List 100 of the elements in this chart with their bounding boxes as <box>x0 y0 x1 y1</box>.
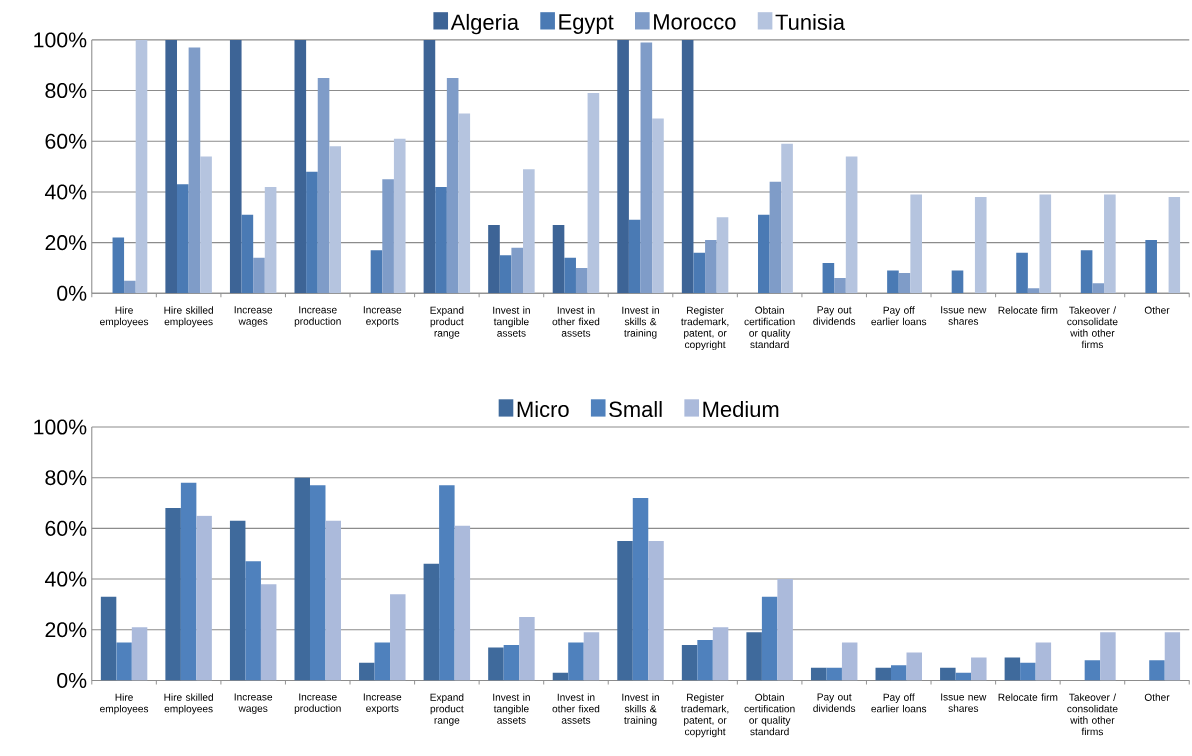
bar <box>716 217 729 294</box>
bar <box>1084 660 1101 681</box>
legend-label: Algeria <box>450 13 519 35</box>
legend-label: Micro <box>517 400 569 417</box>
bar <box>294 39 307 294</box>
bar <box>382 179 394 294</box>
bar <box>617 540 633 681</box>
y-tick-label: 100% <box>34 419 87 435</box>
bar <box>503 644 520 681</box>
x-tick-label: Pay out dividends <box>813 693 856 712</box>
x-tick-label: Increase exports <box>363 306 402 327</box>
bar <box>587 93 600 294</box>
x-tick-label: Increase wages <box>234 306 273 327</box>
y-tick-label: 60% <box>45 133 87 149</box>
bar <box>693 252 706 294</box>
bar <box>761 596 778 681</box>
x-tick-label: Relocate firm <box>998 693 1058 701</box>
x-tick-label: Obtain certification or quality standard <box>744 693 795 736</box>
bar <box>841 642 858 681</box>
bar <box>940 667 956 681</box>
bar <box>826 667 842 681</box>
x-tick-label: Takeover / consolidate with other firms <box>1067 693 1118 736</box>
x-tick-label: Hire skilled employees <box>164 306 213 328</box>
bar <box>370 250 383 294</box>
y-tick-label: 20% <box>45 234 87 251</box>
x-tick-label: Expand product range <box>430 306 464 339</box>
x-tick-label: Other <box>1144 306 1170 314</box>
bar <box>1168 196 1181 294</box>
x-tick-label: Invest in other fixed assets <box>552 306 600 337</box>
legend-label: Egypt <box>559 14 614 34</box>
bar <box>423 563 440 681</box>
x-tick-label: Invest in tangible assets <box>493 693 530 724</box>
bar <box>359 662 375 681</box>
bar <box>423 39 436 294</box>
bar <box>180 482 197 681</box>
bar <box>875 667 891 681</box>
bar <box>652 118 664 294</box>
bar <box>632 497 649 681</box>
bar <box>583 632 600 681</box>
bar <box>891 665 907 681</box>
legend-label: Tunisia <box>775 13 845 30</box>
bar <box>241 214 254 294</box>
bar <box>974 196 987 294</box>
bar <box>1004 657 1021 681</box>
bar <box>124 280 136 294</box>
bar <box>393 138 406 294</box>
bar <box>245 561 261 681</box>
bar <box>165 507 181 681</box>
bar <box>640 42 653 294</box>
bar <box>435 186 447 294</box>
bar <box>777 578 793 681</box>
bar <box>564 257 576 294</box>
bar <box>822 262 835 294</box>
bar <box>229 520 246 681</box>
x-tick-label: Issue new shares <box>941 693 987 712</box>
bar <box>705 239 717 294</box>
bar <box>552 224 565 294</box>
bar <box>1145 239 1157 294</box>
bar <box>746 632 762 681</box>
bar <box>1080 250 1093 294</box>
bar <box>374 642 391 681</box>
bar <box>1164 632 1181 681</box>
x-tick-label: Pay off earlier loans <box>871 693 927 713</box>
bar <box>1035 642 1052 681</box>
bar <box>681 644 698 681</box>
bar <box>769 181 782 294</box>
bar <box>329 146 341 294</box>
bar <box>523 169 535 294</box>
bar <box>951 270 964 294</box>
bar <box>511 247 524 294</box>
bar <box>488 224 500 294</box>
bar <box>648 540 664 681</box>
bar <box>135 39 148 294</box>
x-tick-label: Invest in tangible assets <box>493 306 530 337</box>
y-tick-label: 20% <box>45 622 87 638</box>
x-tick-label: Invest in skills & training <box>622 693 659 726</box>
bar <box>712 627 729 681</box>
bar <box>758 214 770 294</box>
bar <box>306 171 318 294</box>
bar <box>810 667 827 681</box>
bar <box>116 642 132 681</box>
y-tick-label: 0% <box>57 285 87 301</box>
x-tick-label: Expand product range <box>430 693 464 726</box>
bar <box>1104 194 1116 294</box>
bar <box>906 652 922 681</box>
bar <box>253 257 265 294</box>
bar <box>317 77 330 294</box>
x-tick-label: Invest in other fixed assets <box>552 693 600 724</box>
bar <box>845 156 858 294</box>
y-tick-label: 100% <box>34 32 87 48</box>
bar <box>781 143 793 294</box>
bar <box>1039 194 1052 294</box>
bar <box>229 39 242 294</box>
bar <box>628 219 641 294</box>
bar <box>196 515 212 681</box>
bar <box>1092 283 1105 294</box>
bar <box>499 255 512 294</box>
bar <box>697 639 713 681</box>
bar <box>100 596 117 681</box>
y-tick-label: 80% <box>45 470 87 486</box>
